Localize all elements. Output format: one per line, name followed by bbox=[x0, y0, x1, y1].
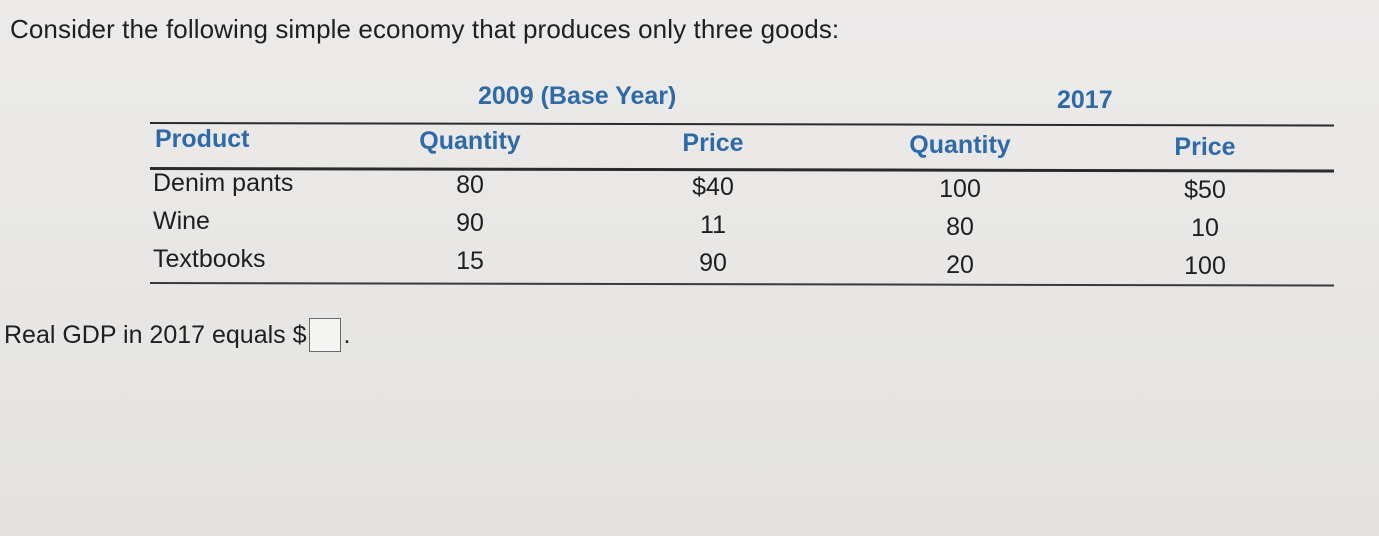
row-quantity-2009: 90 bbox=[456, 209, 484, 237]
column-header-price-2017: Price bbox=[1174, 133, 1236, 161]
column-header-quantity-2017: Quantity bbox=[909, 131, 1011, 159]
table-header-rule bbox=[149, 167, 1335, 173]
question-suffix: . bbox=[343, 320, 351, 349]
row-product: Textbooks bbox=[153, 245, 266, 273]
row-price-2009: 11 bbox=[700, 211, 726, 239]
row-quantity-2017: 20 bbox=[946, 251, 974, 279]
row-price-2017: 10 bbox=[1191, 214, 1219, 242]
row-product: Wine bbox=[153, 207, 210, 235]
intro-text: Consider the following simple economy th… bbox=[10, 14, 840, 44]
table-top-rule bbox=[149, 122, 1334, 127]
table-bottom-rule bbox=[149, 282, 1334, 286]
row-product: Denim pants bbox=[153, 169, 294, 197]
row-price-2017: 100 bbox=[1184, 252, 1226, 280]
column-header-product: Product bbox=[155, 125, 250, 153]
row-quantity-2017: 100 bbox=[939, 175, 981, 203]
row-quantity-2009: 15 bbox=[456, 247, 484, 275]
question-line: Real GDP in 2017 equals $ . bbox=[4, 318, 350, 352]
row-quantity-2009: 80 bbox=[456, 171, 484, 199]
row-quantity-2017: 80 bbox=[946, 213, 974, 241]
answer-input-box[interactable] bbox=[308, 318, 341, 352]
row-price-2017: $50 bbox=[1184, 176, 1226, 204]
question-prefix: Real GDP in 2017 equals $ bbox=[4, 320, 307, 349]
column-header-quantity-2009: Quantity bbox=[419, 127, 521, 155]
column-header-price-2009: Price bbox=[682, 129, 744, 157]
row-price-2009: 90 bbox=[699, 249, 727, 277]
base-year-header: 2009 (Base Year) bbox=[478, 82, 677, 110]
row-price-2009: $40 bbox=[692, 173, 734, 201]
current-year-header: 2017 bbox=[1057, 86, 1113, 114]
